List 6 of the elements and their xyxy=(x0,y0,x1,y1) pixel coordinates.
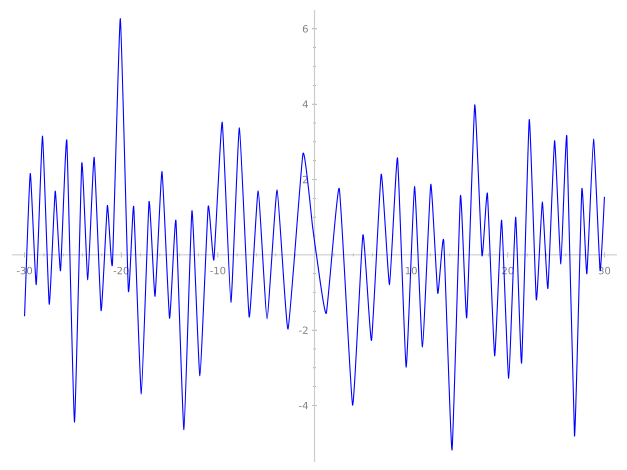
x-tick-label: -10 xyxy=(210,266,226,274)
y-tick-label: 6 xyxy=(302,25,308,33)
y-tick-label: 4 xyxy=(302,100,308,108)
y-tick-label: -4 xyxy=(299,402,308,410)
y-tick-label: -2 xyxy=(299,326,308,334)
x-tick-label: 30 xyxy=(598,266,610,274)
